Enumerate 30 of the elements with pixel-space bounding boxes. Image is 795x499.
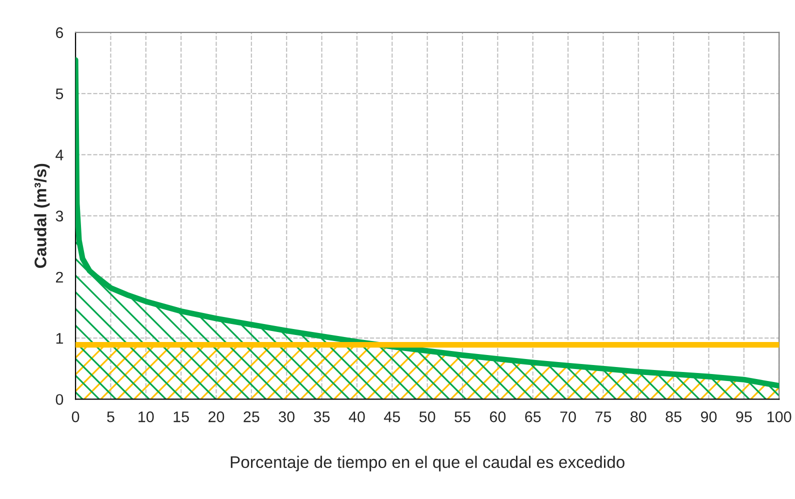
x-tick-label: 75 — [595, 412, 612, 422]
y-tick-label: 4 — [56, 150, 64, 160]
x-tick-label: 55 — [454, 412, 470, 422]
y-tick-label: 3 — [56, 210, 64, 222]
y-tick-label: 6 — [56, 27, 64, 38]
y-tick-label: 1 — [56, 333, 63, 344]
x-tick-label: 85 — [666, 411, 682, 422]
x-tick-label: 70 — [560, 411, 576, 422]
x-tick-label: 0 — [72, 411, 80, 422]
x-tick-label: 10 — [138, 411, 154, 422]
x-tick-label: 5 — [107, 412, 114, 422]
y-tick-label: 0 — [56, 394, 64, 405]
x-tick-label: 100 — [768, 411, 792, 422]
x-tick-label: 90 — [700, 411, 717, 422]
x-tick-label: 30 — [278, 411, 294, 422]
x-tick-label: 50 — [419, 411, 436, 422]
x-tick-label: 35 — [314, 411, 330, 422]
x-tick-label: 65 — [525, 411, 541, 422]
x-tick-label: 20 — [208, 411, 224, 422]
x-tick-label: 45 — [384, 412, 400, 422]
x-tick-label: 80 — [630, 411, 646, 422]
y-axis-title: Caudal (m³/s) — [34, 164, 50, 268]
y-tick-label: 2 — [56, 272, 63, 282]
x-tick-label: 15 — [174, 412, 189, 422]
x-tick-label: 40 — [348, 411, 365, 422]
x-tick-label: 25 — [244, 411, 260, 422]
x-tick-label: 95 — [736, 411, 752, 422]
x-tick-label: 60 — [490, 411, 506, 422]
x-axis-title: Porcentaje de tiempo en el que el caudal es excedido — [230, 456, 624, 472]
y-tick-label: 5 — [56, 88, 64, 100]
